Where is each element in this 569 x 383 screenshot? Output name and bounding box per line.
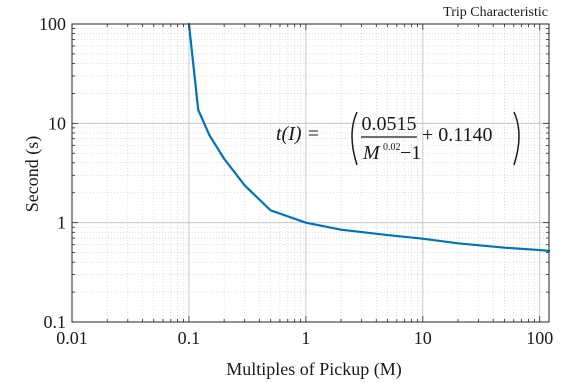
equation-left-paren	[351, 111, 358, 166]
equation-denominator-tail: −1	[400, 142, 421, 164]
y-tick-label: 10	[48, 113, 66, 133]
equation-exponent: 0.02	[383, 142, 401, 153]
equation-numerator: 0.0515	[362, 113, 417, 135]
equation-lhs: t(I) =	[276, 123, 320, 145]
chart-title: Trip Characteristic	[443, 5, 548, 20]
x-tick-label: 0.01	[56, 328, 88, 348]
x-tick-label: 1	[301, 328, 310, 348]
y-tick-label: 1	[57, 213, 66, 233]
y-tick-label: 0.1	[44, 312, 67, 332]
curve-layer	[187, 22, 551, 252]
y-axis-title: Second (s)	[22, 136, 43, 212]
plot-frame	[71, 23, 550, 323]
x-tick-label: 10	[414, 328, 432, 348]
x-tick-label: 100	[526, 328, 553, 348]
x-tick-label: 0.1	[178, 328, 201, 348]
equation-addend: + 0.1140	[422, 124, 493, 146]
equation-right-paren	[513, 111, 520, 166]
x-axis-title: Multiples of Pickup (M)	[226, 359, 402, 380]
y-tick-label: 100	[39, 14, 66, 34]
trip-equation: t(I) = 0.0515 M 0.02 −1 + 0.1140	[276, 111, 520, 166]
tick-marks	[71, 23, 549, 323]
equation-denominator-base: M	[362, 142, 381, 164]
trip-curve-line	[187, 22, 551, 252]
